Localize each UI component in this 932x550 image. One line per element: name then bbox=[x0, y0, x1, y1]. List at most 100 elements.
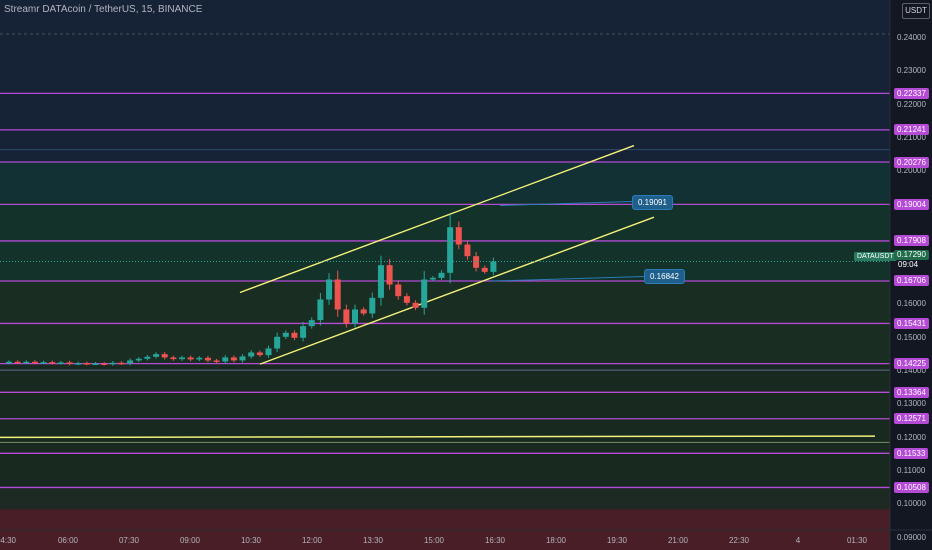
price-tick: 0.10000 bbox=[897, 499, 926, 509]
level-price-tag: 0.10508 bbox=[894, 481, 929, 493]
candle bbox=[343, 309, 350, 324]
bar-countdown: 09:04 bbox=[898, 260, 919, 269]
candle bbox=[464, 244, 471, 257]
candle bbox=[31, 361, 38, 364]
candle bbox=[438, 272, 445, 278]
zone-band bbox=[0, 162, 890, 202]
candle bbox=[352, 309, 358, 324]
candle bbox=[395, 284, 402, 297]
time-tick: 15:00 bbox=[423, 536, 445, 545]
price-callout[interactable]: 0.16842 bbox=[644, 269, 685, 285]
candle bbox=[57, 362, 64, 364]
candle bbox=[490, 261, 497, 272]
price-tick: 0.15000 bbox=[897, 332, 926, 342]
price-callout[interactable]: 0.19091 bbox=[632, 194, 673, 210]
candle bbox=[187, 357, 194, 360]
candle bbox=[6, 361, 12, 364]
level-price-tag: 0.11533 bbox=[894, 447, 929, 459]
price-tick: 0.21000 bbox=[897, 132, 926, 142]
candle bbox=[144, 356, 151, 359]
candle bbox=[447, 227, 454, 273]
candle bbox=[455, 227, 462, 245]
currency-label[interactable]: USDT bbox=[902, 3, 930, 19]
level-price-tag: 0.14225 bbox=[894, 358, 929, 370]
time-tick: 4 bbox=[795, 536, 801, 545]
time-tick: 19:30 bbox=[606, 536, 628, 545]
candle bbox=[213, 360, 220, 362]
price-tick: 0.13000 bbox=[897, 399, 926, 409]
candle bbox=[109, 362, 116, 365]
candle bbox=[14, 361, 21, 364]
time-tick: 12:00 bbox=[301, 536, 323, 545]
candle bbox=[377, 265, 384, 298]
candle bbox=[23, 361, 30, 364]
candle bbox=[265, 348, 272, 356]
candle bbox=[421, 279, 428, 308]
level-price-tag: 0.17908 bbox=[894, 235, 929, 247]
candle bbox=[386, 265, 393, 285]
candle bbox=[326, 279, 333, 300]
candle bbox=[49, 362, 56, 364]
level-price-tag: 0.15431 bbox=[894, 317, 929, 329]
candle bbox=[161, 354, 168, 358]
candle bbox=[83, 363, 90, 365]
time-tick: 18:00 bbox=[545, 536, 567, 545]
zone-band bbox=[0, 0, 890, 163]
callout-connector bbox=[499, 201, 633, 207]
candle bbox=[127, 360, 134, 364]
candle bbox=[256, 352, 263, 356]
candle bbox=[204, 357, 211, 361]
support-line bbox=[0, 435, 876, 439]
candle bbox=[282, 332, 289, 337]
candle bbox=[369, 297, 376, 314]
price-tick: 0.12000 bbox=[897, 432, 926, 442]
level-price-tag: 0.13364 bbox=[894, 386, 929, 398]
candle bbox=[334, 279, 341, 310]
time-tick: 10:30 bbox=[240, 536, 262, 545]
live-symbol-label: DATAUSDT bbox=[854, 252, 897, 261]
candle bbox=[300, 326, 307, 338]
candle bbox=[360, 309, 367, 314]
price-tick: 0.16000 bbox=[897, 299, 926, 309]
symbol-title[interactable]: Streamr DATAcoin / TetherUS, 15, BINANCE bbox=[4, 4, 203, 15]
level-price-tag: 0.12571 bbox=[894, 413, 929, 425]
level-price-tag: 0.16706 bbox=[894, 275, 929, 287]
price-tick: 0.20000 bbox=[897, 166, 926, 176]
candle bbox=[248, 352, 255, 357]
price-tick: 0.11000 bbox=[897, 466, 926, 476]
candle bbox=[170, 357, 177, 360]
level-price-tag: 0.22337 bbox=[894, 87, 929, 99]
price-tick: 0.22000 bbox=[897, 99, 926, 109]
candle bbox=[481, 267, 488, 272]
price-tick: 0.09000 bbox=[897, 532, 926, 542]
time-tick: 16:30 bbox=[484, 536, 506, 545]
callout-connector bbox=[489, 275, 645, 282]
live-price-tag: 0.17290 bbox=[894, 250, 929, 260]
candle bbox=[179, 357, 185, 360]
candle bbox=[230, 357, 237, 361]
candle bbox=[291, 332, 298, 338]
price-tick: 0.14000 bbox=[897, 366, 926, 376]
time-tick: 04:30 bbox=[0, 536, 17, 545]
time-tick: 09:00 bbox=[179, 536, 201, 545]
time-tick: 21:00 bbox=[667, 536, 689, 545]
candle bbox=[101, 363, 108, 365]
time-tick: 13:30 bbox=[362, 536, 384, 545]
price-tick: 0.23000 bbox=[897, 66, 926, 76]
level-price-tag: 0.21241 bbox=[894, 124, 929, 136]
candle bbox=[473, 256, 480, 268]
candle bbox=[135, 358, 142, 361]
candle bbox=[66, 362, 73, 364]
zone-band bbox=[0, 280, 890, 364]
time-tick: 06:00 bbox=[57, 536, 79, 545]
zone-band bbox=[0, 487, 890, 510]
candle bbox=[308, 320, 315, 327]
candle bbox=[75, 363, 82, 365]
candle bbox=[40, 362, 47, 364]
candle bbox=[412, 302, 419, 308]
price-tick: 0.24000 bbox=[897, 32, 926, 42]
level-price-tag: 0.19004 bbox=[894, 198, 929, 210]
channel-upper-line bbox=[239, 144, 635, 294]
